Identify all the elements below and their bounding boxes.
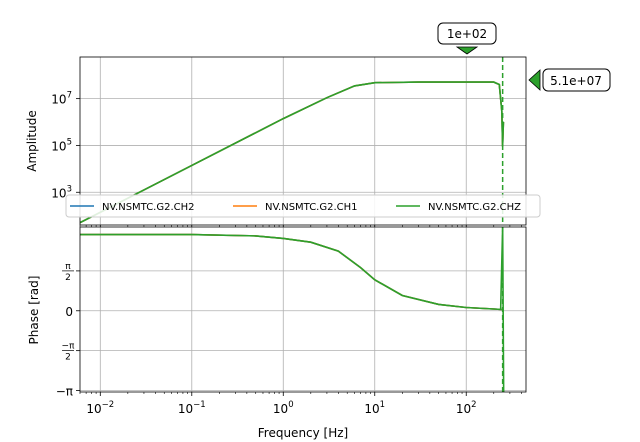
phase-curve-chz <box>80 233 502 311</box>
legend-label-ch2: NV.NSMTC.G2.CH2 <box>102 202 195 213</box>
phase-frame <box>79 226 527 393</box>
legend-box <box>65 194 541 218</box>
y-marker-annotation: 5.1e+07 <box>528 68 611 92</box>
phase-y-axis-label: Phase [rad] <box>27 276 41 345</box>
x-marker-label-box <box>437 22 497 45</box>
legend-entry-ch2: NV.NSMTC.G2.CH2 <box>70 202 195 213</box>
phase-y-tick-label: 0 <box>65 305 73 319</box>
amplitude-frame <box>79 56 527 226</box>
phase-y-tick-label: π <box>65 262 71 272</box>
amplitude-y-ticks: 103 105 107 <box>51 91 80 200</box>
x-tick-label: 101 <box>364 400 385 416</box>
amplitude-y-tick-label: 103 <box>51 184 72 200</box>
x-tick-label: 100 <box>273 400 294 416</box>
phase-x-ticks: 10−2 10−1 100 101 102 <box>79 392 522 416</box>
phase-y-tick-label: −π <box>62 342 76 352</box>
phase-wrap-spike <box>499 227 505 392</box>
x-tick-label: 102 <box>456 400 477 416</box>
phase-y-tick-label-denominator: 2 <box>65 273 71 283</box>
x-marker-triangle-icon <box>455 46 479 55</box>
legend-entry-ch1: NV.NSMTC.G2.CH1 <box>233 202 358 213</box>
x-marker-annotation: 1e+02 <box>437 22 497 55</box>
y-marker-label-box <box>542 68 611 92</box>
amplitude-y-axis-label: Amplitude <box>25 110 39 172</box>
legend-label-ch1: NV.NSMTC.G2.CH1 <box>265 202 358 213</box>
phase-y-tick-label-denominator: 2 <box>65 353 71 363</box>
x-tick-label: 10−1 <box>178 400 206 416</box>
amplitude-grid <box>80 57 526 225</box>
phase-y-ticks: π20−π2−π <box>56 262 80 399</box>
phase-curves <box>80 227 505 392</box>
amplitude-curves <box>80 57 505 225</box>
legend-entry-chz: NV.NSMTC.G2.CHZ <box>396 202 521 213</box>
phase-plot-area <box>80 227 526 392</box>
phase-panel: π20−π2−π 10−2 10−1 100 101 102 Phase [rad] F… <box>27 226 527 440</box>
amplitude-y-tick-label: 107 <box>51 91 72 107</box>
x-tick-label: 10−2 <box>86 400 114 416</box>
frequency-x-axis-label: Frequency [Hz] <box>258 426 349 440</box>
legend: NV.NSMTC.G2.CH2 NV.NSMTC.G2.CH1 NV.NSMTC… <box>65 194 541 218</box>
phase-grid <box>80 227 526 392</box>
amplitude-curve-chz <box>80 81 505 224</box>
x-marker-label: 1e+02 <box>447 27 487 41</box>
amplitude-y-tick-label: 105 <box>51 137 72 153</box>
legend-label-chz: NV.NSMTC.G2.CHZ <box>428 202 521 213</box>
y-marker-label: 5.1e+07 <box>550 74 602 88</box>
annotations: 1e+02 5.1e+07 <box>437 22 611 92</box>
y-marker-triangle-icon <box>528 69 541 91</box>
phase-y-tick-label: −π <box>56 385 73 399</box>
